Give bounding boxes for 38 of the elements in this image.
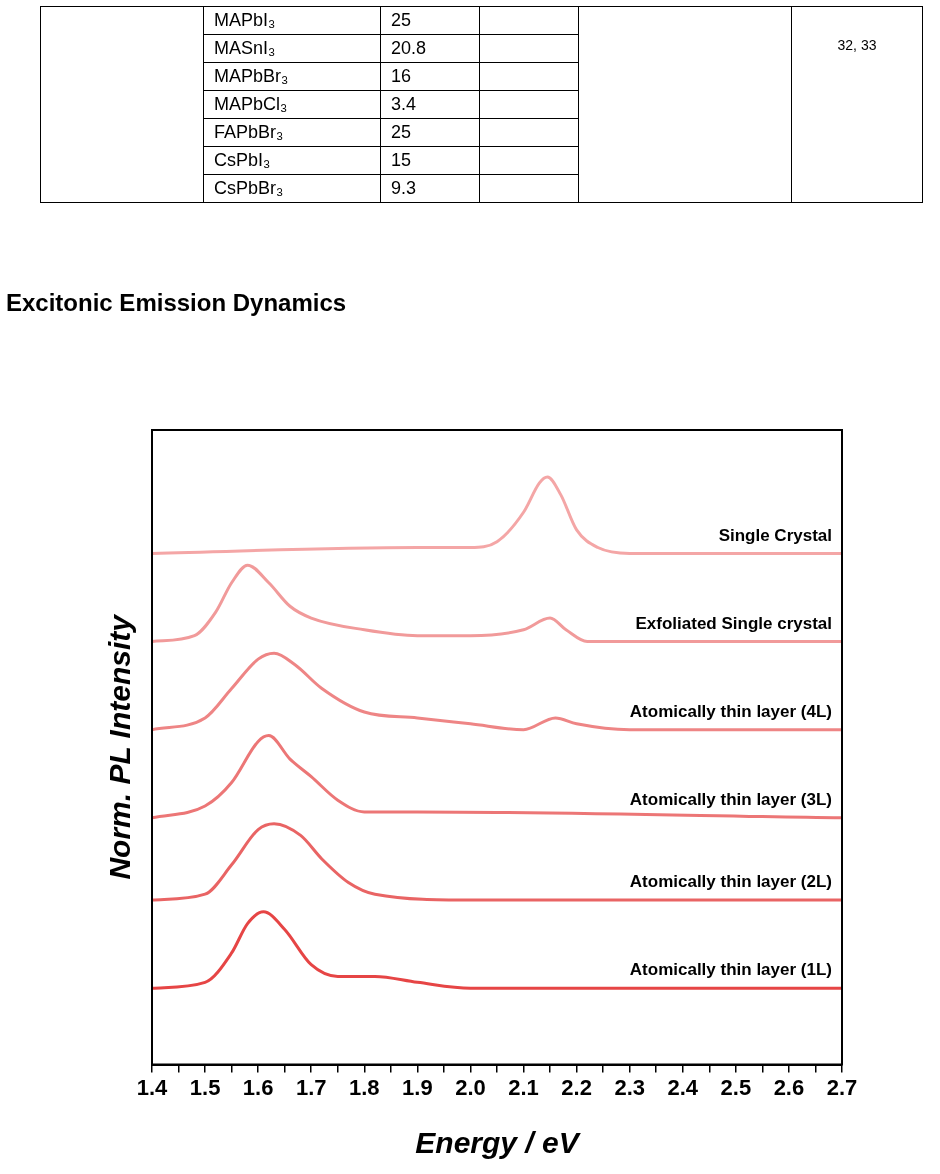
x-tick-label: 1.9: [402, 1074, 433, 1100]
x-tick-label: 1.4: [136, 1074, 169, 1100]
category-label: MAPbCl₃: [203, 90, 381, 119]
category-label: MAPbI₃: [203, 6, 381, 35]
series-label: Single Crystal: [718, 525, 832, 545]
x-tick-label: 1.7: [295, 1074, 327, 1100]
text: 32, 33: [791, 6, 923, 203]
data-label: 25: [380, 6, 480, 35]
x-tick-label: 2.0: [455, 1074, 486, 1100]
x-tick-label: 1.8: [349, 1074, 380, 1100]
series-label: Atomically thin layer (4L): [629, 701, 832, 721]
x-tick-label: 2.3: [614, 1074, 645, 1100]
data-label: 20.8: [380, 34, 480, 63]
x-tick-label: 1.6: [242, 1074, 274, 1100]
data-label: 9.3: [380, 174, 480, 203]
x-tick-label: 2.2: [561, 1074, 592, 1100]
series-label: Atomically thin layer (1L): [629, 960, 832, 980]
category-label: MAPbBr₃: [203, 62, 381, 91]
x-tick-label: 2.5: [720, 1074, 752, 1100]
series-label: Exfoliated Single crystal: [635, 613, 832, 633]
category-label: FAPbBr₃: [203, 118, 381, 147]
x-tick-label: 2.7: [826, 1074, 858, 1100]
x-tick-label: 2.6: [773, 1074, 805, 1100]
data-label: 16: [380, 62, 480, 91]
y-axis-title: Norm. PL Intensity: [103, 613, 137, 880]
category-label: CsPbBr₃: [203, 174, 381, 203]
x-tick-label: 2.4: [667, 1074, 699, 1100]
x-tick-label: 1.5: [189, 1074, 221, 1100]
series-label: Atomically thin layer (2L): [629, 872, 832, 892]
x-axis-title: Energy / eV: [415, 1126, 582, 1160]
chart-title: Excitonic Emission Dynamics: [6, 289, 348, 317]
data-label: 15: [380, 146, 480, 175]
x-tick-label: 2.1: [508, 1074, 539, 1100]
series-label: Atomically thin layer (3L): [629, 790, 832, 809]
category-label: CsPbI₃: [203, 146, 381, 175]
data-label: 3.4: [380, 90, 480, 119]
data-label: 25: [380, 118, 480, 147]
category-label: MASnI₃: [203, 34, 381, 63]
